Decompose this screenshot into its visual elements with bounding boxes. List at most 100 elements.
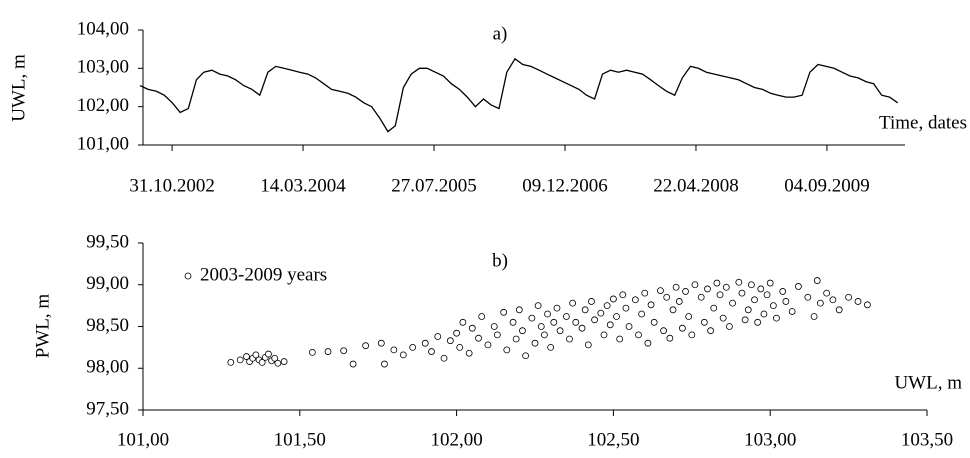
scatter-point xyxy=(534,302,542,310)
scatter-point xyxy=(503,346,511,354)
x-axis-label: UWL, m xyxy=(894,372,962,393)
scatter-point xyxy=(779,288,787,295)
scatter-point xyxy=(704,285,711,293)
scatter-point xyxy=(509,318,517,326)
scatter-point xyxy=(747,281,755,289)
y-tick-label: 104,00 xyxy=(77,18,129,39)
y-tick-label: 98,00 xyxy=(86,357,129,378)
scatter-point xyxy=(710,304,718,312)
scatter-point xyxy=(456,343,464,351)
scatter-point xyxy=(610,295,617,303)
scatter-point xyxy=(722,283,730,291)
scatter-point xyxy=(675,298,683,305)
y-tick-label: 99,00 xyxy=(86,273,129,294)
scatter-point xyxy=(446,337,454,345)
scatter-point xyxy=(813,277,821,284)
scatter-point xyxy=(635,331,642,339)
scatter-point xyxy=(760,310,768,318)
scatter-point xyxy=(685,313,693,320)
scatter-point xyxy=(399,351,407,359)
scatter-point xyxy=(584,341,592,349)
scatter-point xyxy=(682,288,689,295)
scatter-point xyxy=(616,335,624,343)
scatter-point xyxy=(390,346,398,354)
scatter-point xyxy=(854,298,862,305)
scatter-point xyxy=(666,334,674,342)
scatter-point xyxy=(735,278,743,286)
scatter-point xyxy=(741,316,749,324)
scatter-point xyxy=(588,298,595,305)
scatter-point xyxy=(691,281,699,289)
scatter-point xyxy=(835,306,843,314)
scatter-point xyxy=(566,335,573,343)
scatter-point xyxy=(622,304,630,312)
y-tick-label: 99,50 xyxy=(86,231,129,252)
scatter-point xyxy=(660,327,667,335)
scatter-point xyxy=(362,342,370,350)
scatter-point xyxy=(697,293,705,301)
scatter-point xyxy=(823,289,831,297)
x-tick-label: 102,00 xyxy=(430,429,482,450)
scatter-point xyxy=(788,308,796,315)
scatter-point xyxy=(716,291,724,299)
scatter-point xyxy=(738,289,746,297)
scatter-point xyxy=(459,318,467,326)
scatter-point xyxy=(562,313,570,320)
scatter-point xyxy=(409,343,417,351)
scatter-point xyxy=(541,331,548,339)
x-tick-label: 31.10.2002 xyxy=(129,175,215,196)
scatter-point xyxy=(713,279,721,287)
scatter-point xyxy=(550,318,558,326)
scatter-point xyxy=(719,314,727,322)
scatter-point xyxy=(569,299,577,307)
scatter-point xyxy=(490,323,498,330)
scatter-point xyxy=(657,287,664,294)
y-tick-label: 101,00 xyxy=(77,133,129,154)
scatter-point xyxy=(782,298,790,305)
scatter-point xyxy=(591,316,598,324)
scatter-point xyxy=(663,293,671,301)
y-tick-label: 97,50 xyxy=(86,398,129,419)
scatter-point xyxy=(324,348,332,355)
x-tick-label: 09.12.2006 xyxy=(522,175,608,196)
scatter-point xyxy=(243,353,250,360)
x-tick-label: 14.03.2004 xyxy=(260,175,346,196)
scatter-point xyxy=(641,289,649,297)
scatter-point xyxy=(572,318,580,326)
scatter-point xyxy=(265,350,272,358)
scatter-point xyxy=(537,323,545,330)
scatter-point xyxy=(280,358,288,365)
chart-title: a) xyxy=(493,23,508,44)
scatter-point xyxy=(672,283,680,291)
scatter-point xyxy=(650,318,658,326)
scatter-point xyxy=(726,323,733,330)
scatter-point xyxy=(647,301,655,309)
scatter-point xyxy=(553,304,561,312)
scatter-point xyxy=(340,347,348,355)
y-tick-label: 102,00 xyxy=(77,95,129,116)
scatter-point xyxy=(766,279,774,287)
y-axis-label: UWL, m xyxy=(8,54,29,122)
scatter-point xyxy=(678,324,686,332)
scatter-point xyxy=(578,324,586,332)
x-tick-label: 102,50 xyxy=(587,429,639,450)
scatter-point xyxy=(769,302,777,310)
legend-label: 2003-2009 years xyxy=(200,264,327,285)
scatter-point xyxy=(669,306,677,314)
scatter-point xyxy=(625,323,633,330)
scatter-point xyxy=(816,299,824,307)
x-tick-label: 103,50 xyxy=(901,429,953,450)
scatter-point xyxy=(597,309,605,317)
scatter-point xyxy=(531,339,539,347)
scatter-point xyxy=(763,291,771,299)
scatter-point xyxy=(453,329,461,337)
scatter-point xyxy=(631,296,639,304)
scatter-point xyxy=(381,360,388,368)
scatter-point xyxy=(440,354,448,362)
scatter-point xyxy=(465,349,473,357)
x-tick-label: 27.07.2005 xyxy=(391,175,477,196)
scatter-point xyxy=(644,339,652,347)
scatter-point xyxy=(556,327,564,335)
legend-marker xyxy=(184,272,192,280)
